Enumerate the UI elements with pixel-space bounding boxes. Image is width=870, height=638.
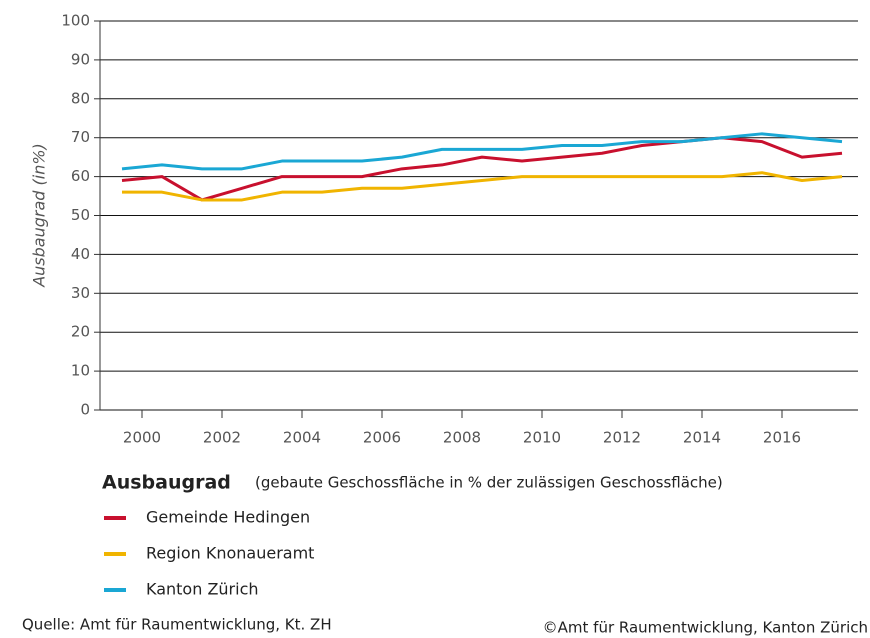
x-tick-label: 2014 xyxy=(683,429,721,447)
y-tick-label: 20 xyxy=(71,323,90,341)
x-tick-label: 2008 xyxy=(443,429,481,447)
y-tick-label: 90 xyxy=(71,50,90,68)
legend-subtitle: (gebaute Geschossfläche in % der zulässi… xyxy=(255,474,723,492)
source: Quelle: Amt für Raumentwicklung, Kt. ZH xyxy=(22,616,332,634)
copyright: ©Amt für Raumentwicklung, Kanton Zürich xyxy=(543,619,868,637)
x-tick-label: 2006 xyxy=(363,429,401,447)
series-line xyxy=(121,132,843,171)
y-tick-label: 80 xyxy=(71,89,90,107)
y-tick-label: 10 xyxy=(71,362,90,380)
legend-label: Region Knonaueramt xyxy=(146,544,314,563)
x-tick-label: 2004 xyxy=(283,429,321,447)
x-tick-label: 2016 xyxy=(763,429,801,447)
y-tick-label: 100 xyxy=(61,12,90,30)
x-tick-label: 2012 xyxy=(603,429,641,447)
legend-label: Gemeinde Hedingen xyxy=(146,508,310,527)
y-tick-label: 60 xyxy=(71,167,90,185)
y-tick-label: 40 xyxy=(71,245,90,263)
x-tick-label: 2002 xyxy=(203,429,241,447)
x-tick-label: 2010 xyxy=(523,429,561,447)
series-line xyxy=(122,171,843,202)
y-tick-label: 30 xyxy=(71,284,90,302)
legend-label: Kanton Zürich xyxy=(146,580,259,599)
x-tick-label: 2000 xyxy=(123,429,161,447)
legend-title: Ausbaugrad xyxy=(102,472,231,494)
y-tick-label: 50 xyxy=(71,206,90,224)
y-axis-label: Ausbaugrad (in%) xyxy=(30,143,49,288)
y-tick-label: 70 xyxy=(71,128,90,146)
y-tick-label: 0 xyxy=(80,401,90,419)
